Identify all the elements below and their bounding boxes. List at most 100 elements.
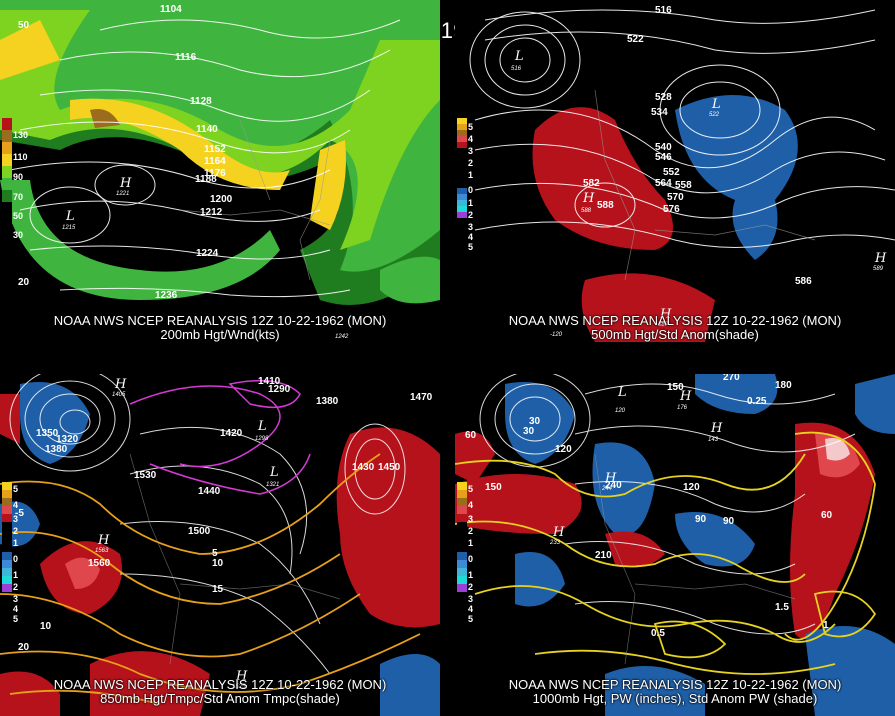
contour-label: 1224: [196, 248, 219, 259]
legend-label: 4: [468, 134, 474, 144]
contour-label: 1236: [155, 290, 178, 301]
contour-label: 90: [723, 516, 735, 527]
legend-label: 1: [468, 538, 474, 548]
legend-label: 110: [13, 152, 28, 162]
contour-label: 90: [695, 514, 707, 525]
high-center-symbol: H: [235, 669, 248, 684]
wind-legend: [2, 118, 12, 226]
legend-label: 2: [468, 158, 474, 168]
contour-label: 270: [723, 374, 740, 383]
anomaly-legend: [457, 482, 467, 592]
contour-label: 528: [655, 92, 672, 103]
low-center-value: 522: [709, 112, 720, 118]
high-center-symbol: H: [604, 471, 617, 486]
longitude-label: -120: [550, 332, 563, 338]
high-center-value: 588: [581, 208, 592, 214]
legend-label: 1: [13, 570, 19, 580]
map-1000mb-pw: 270 180 150 120 90 60 30 0.25 0.5 1 1.5 …: [455, 374, 895, 716]
contour-label: 570: [667, 192, 684, 203]
legend-label: 2: [13, 526, 19, 536]
contour-label: 1320: [56, 434, 79, 445]
map-200mb: 1104 1116 1128 1140 1152 1164 1176 1188 …: [0, 0, 440, 342]
legend-label: 1: [468, 170, 474, 180]
legend-label: 3: [468, 514, 474, 524]
contour-label: 1212: [200, 207, 223, 218]
contour-label: 60: [465, 430, 477, 441]
temp-label: 10: [40, 621, 52, 632]
temp-label: 5: [212, 548, 218, 559]
high-center-symbol: H: [582, 191, 595, 206]
panel-caption-line1: NOAA NWS NCEP REANALYSIS 12Z 10-22-1962 …: [53, 677, 387, 692]
pw-label: 1: [823, 620, 829, 631]
contour-label: 1140: [196, 124, 218, 135]
contour-label: 1350: [36, 428, 59, 439]
temp-label: -5: [15, 508, 24, 519]
panel-1000mb-pw: 270 180 150 120 90 60 30 0.25 0.5 1 1.5 …: [455, 374, 895, 716]
high-center-value: 143: [708, 437, 719, 443]
contour-label: 1200: [210, 194, 233, 205]
high-center-value: 176: [677, 405, 688, 411]
contour-label: 546: [655, 152, 672, 163]
legend-label: 2: [468, 526, 474, 536]
anomaly-legend: [457, 118, 467, 218]
high-center-symbol: H: [679, 389, 692, 404]
legend-label: 5: [468, 242, 474, 252]
contour-label: 1188: [195, 174, 217, 185]
contour-label: 30: [523, 426, 535, 437]
high-center-symbol: H: [874, 251, 887, 266]
panel-caption-line1: NOAA NWS NCEP REANALYSIS 12Z 10-22-1962 …: [508, 313, 842, 328]
panel-caption-line1: NOAA NWS NCEP REANALYSIS 12Z 10-22-1962 …: [508, 677, 842, 692]
low-center-symbol: L: [269, 465, 279, 480]
legend-label: 3: [13, 514, 19, 524]
contour-label: 120: [555, 444, 572, 455]
low-center-value: 1298: [255, 436, 269, 442]
contour-label: 1164: [204, 156, 226, 167]
panel-caption-line2: 850mb Hgt/Tmpc/Std Anom Tmpc(shade): [100, 691, 340, 706]
legend-label: 1: [468, 570, 474, 580]
contour-label: 516: [655, 5, 672, 16]
low-center-symbol: L: [514, 49, 524, 64]
low-center-value: 1215: [62, 225, 76, 231]
panel-caption-line1: NOAA NWS NCEP REANALYSIS 12Z 10-22-1962 …: [53, 313, 387, 328]
legend-label: 3: [468, 594, 474, 604]
contour-label: 240: [605, 480, 622, 491]
legend-label: 90: [13, 172, 24, 182]
temp-label: 10: [212, 558, 224, 569]
contour-label: 150: [667, 382, 684, 393]
legend-label: 3: [468, 146, 474, 156]
contour-label: 1242: [335, 334, 349, 340]
legend-label: 0: [468, 554, 474, 564]
legend-label: 4: [468, 604, 474, 614]
high-center-value: 1405: [112, 392, 126, 398]
contour-label: 552: [663, 167, 680, 178]
contour-label: 1410: [258, 376, 281, 387]
map-500mb: 516 522 528 534 540 546 552 558 564 570 …: [455, 0, 895, 342]
low-center-symbol: L: [65, 209, 75, 224]
map-850mb: 1410 1470 1380 1350 1320 1290 1530 1420 …: [0, 374, 440, 716]
legend-label: 2: [468, 210, 474, 220]
low-center-symbol: L: [257, 419, 267, 434]
high-center-symbol: H: [659, 307, 672, 322]
contour-label: 1128: [190, 96, 212, 107]
temp-label: 20: [18, 642, 30, 653]
high-center-symbol: H: [119, 176, 132, 191]
contour-label: 522: [627, 34, 644, 45]
high-center-value: 244: [601, 486, 613, 492]
high-center-value: 1563: [95, 548, 109, 554]
legend-label: 0: [468, 185, 474, 195]
low-center-symbol: L: [711, 97, 721, 112]
contour-label: 180: [775, 380, 792, 391]
high-center-value: 233: [549, 540, 561, 546]
low-center-symbol: L: [617, 385, 627, 400]
contour-label: 1380: [316, 396, 339, 407]
contour-label: 1420: [220, 428, 243, 439]
contour-label: 1530: [134, 470, 157, 481]
contour-label: 1290: [268, 384, 291, 395]
contour-label: 558: [675, 180, 692, 191]
anomaly-legend: [2, 482, 12, 592]
contour-label: 1560: [88, 558, 111, 569]
high-center-value: 589: [873, 266, 884, 272]
contour-label: 1152: [204, 144, 226, 155]
high-center-symbol: H: [552, 525, 565, 540]
panel-caption-line2: 200mb Hgt/Wnd(kts): [160, 327, 280, 342]
